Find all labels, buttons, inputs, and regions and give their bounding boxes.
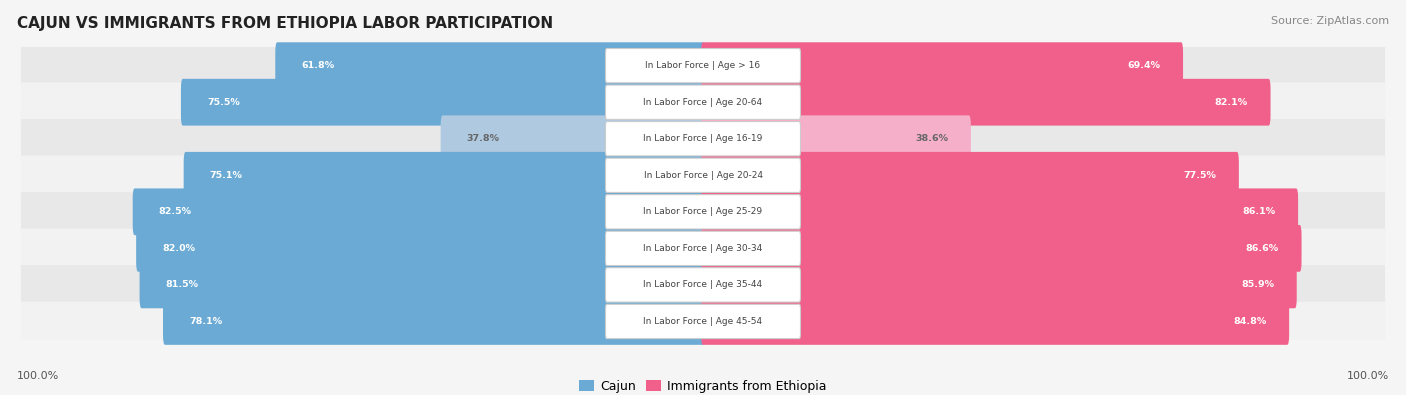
Text: In Labor Force | Age 16-19: In Labor Force | Age 16-19 — [644, 134, 762, 143]
FancyBboxPatch shape — [163, 298, 704, 345]
Text: 81.5%: 81.5% — [166, 280, 198, 290]
Text: CAJUN VS IMMIGRANTS FROM ETHIOPIA LABOR PARTICIPATION: CAJUN VS IMMIGRANTS FROM ETHIOPIA LABOR … — [17, 16, 553, 31]
FancyBboxPatch shape — [606, 49, 800, 83]
Text: 82.5%: 82.5% — [159, 207, 191, 216]
Text: In Labor Force | Age 30-34: In Labor Force | Age 30-34 — [644, 244, 762, 253]
FancyBboxPatch shape — [21, 119, 1385, 158]
Text: 78.1%: 78.1% — [188, 317, 222, 326]
FancyBboxPatch shape — [606, 85, 800, 119]
FancyBboxPatch shape — [702, 79, 1271, 126]
FancyBboxPatch shape — [136, 225, 704, 272]
FancyBboxPatch shape — [606, 158, 800, 192]
FancyBboxPatch shape — [132, 188, 704, 235]
FancyBboxPatch shape — [21, 229, 1385, 268]
FancyBboxPatch shape — [702, 42, 1182, 89]
Text: In Labor Force | Age 20-64: In Labor Force | Age 20-64 — [644, 98, 762, 107]
FancyBboxPatch shape — [606, 195, 800, 229]
Text: 82.1%: 82.1% — [1215, 98, 1249, 107]
FancyBboxPatch shape — [21, 156, 1385, 195]
Text: In Labor Force | Age > 16: In Labor Force | Age > 16 — [645, 61, 761, 70]
Legend: Cajun, Immigrants from Ethiopia: Cajun, Immigrants from Ethiopia — [574, 375, 832, 395]
FancyBboxPatch shape — [21, 302, 1385, 341]
Text: 38.6%: 38.6% — [915, 134, 948, 143]
FancyBboxPatch shape — [440, 115, 704, 162]
FancyBboxPatch shape — [702, 298, 1289, 345]
Text: 84.8%: 84.8% — [1233, 317, 1267, 326]
Text: In Labor Force | Age 25-29: In Labor Force | Age 25-29 — [644, 207, 762, 216]
FancyBboxPatch shape — [21, 83, 1385, 122]
Text: 37.8%: 37.8% — [467, 134, 499, 143]
FancyBboxPatch shape — [606, 304, 800, 339]
Text: 61.8%: 61.8% — [301, 61, 335, 70]
Text: 86.6%: 86.6% — [1246, 244, 1279, 253]
FancyBboxPatch shape — [606, 122, 800, 156]
Text: 69.4%: 69.4% — [1128, 61, 1160, 70]
Text: 77.5%: 77.5% — [1184, 171, 1216, 180]
Text: In Labor Force | Age 45-54: In Labor Force | Age 45-54 — [644, 317, 762, 326]
Text: Source: ZipAtlas.com: Source: ZipAtlas.com — [1271, 16, 1389, 26]
FancyBboxPatch shape — [181, 79, 704, 126]
FancyBboxPatch shape — [702, 188, 1298, 235]
Text: 75.1%: 75.1% — [209, 171, 243, 180]
Text: In Labor Force | Age 35-44: In Labor Force | Age 35-44 — [644, 280, 762, 290]
FancyBboxPatch shape — [606, 231, 800, 265]
FancyBboxPatch shape — [184, 152, 704, 199]
Text: 75.5%: 75.5% — [207, 98, 239, 107]
FancyBboxPatch shape — [702, 115, 972, 162]
Text: 100.0%: 100.0% — [1347, 371, 1389, 381]
FancyBboxPatch shape — [606, 268, 800, 302]
FancyBboxPatch shape — [276, 42, 704, 89]
FancyBboxPatch shape — [139, 261, 704, 308]
Text: 100.0%: 100.0% — [17, 371, 59, 381]
Text: In Labor Force | Age 20-24: In Labor Force | Age 20-24 — [644, 171, 762, 180]
FancyBboxPatch shape — [21, 46, 1385, 85]
FancyBboxPatch shape — [21, 265, 1385, 305]
Text: 86.1%: 86.1% — [1243, 207, 1275, 216]
Text: 82.0%: 82.0% — [162, 244, 195, 253]
FancyBboxPatch shape — [21, 192, 1385, 231]
FancyBboxPatch shape — [702, 225, 1302, 272]
FancyBboxPatch shape — [702, 261, 1296, 308]
Text: 85.9%: 85.9% — [1241, 280, 1274, 290]
FancyBboxPatch shape — [702, 152, 1239, 199]
